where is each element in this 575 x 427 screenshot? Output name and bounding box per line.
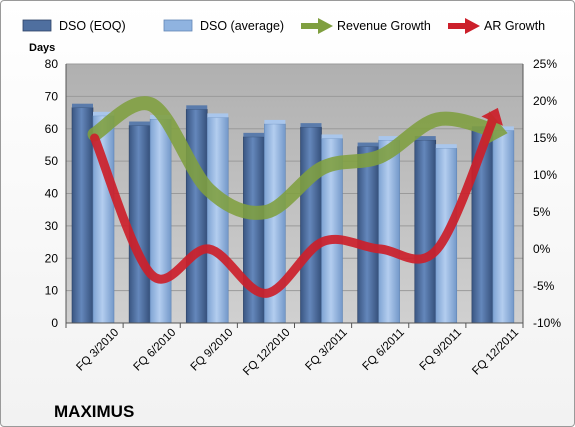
- bar-top-dso-average: [378, 136, 400, 141]
- y2-tick-label: -5%: [533, 279, 555, 293]
- bar-top-dso-average: [435, 144, 457, 149]
- y-tick-label: 70: [45, 89, 59, 103]
- legend-item-dso-average: DSO (average): [163, 19, 284, 33]
- y-tick-label: 80: [45, 57, 59, 71]
- bar-top-dso-average: [207, 113, 229, 118]
- bar-dso-eoq: [414, 139, 437, 324]
- arrowhead-ar-growth: [481, 107, 503, 126]
- x-tick-label: FQ 9/2011: [418, 327, 464, 373]
- y-tick-label: 10: [45, 284, 59, 298]
- bar-top-dso-average: [321, 134, 343, 139]
- legend-label: AR Growth: [484, 19, 545, 33]
- chart-title: MAXIMUS: [54, 402, 134, 421]
- legend-label: Revenue Growth: [337, 19, 431, 33]
- bar-top-dso-eoq: [129, 121, 151, 126]
- bar-dso-eoq: [357, 146, 379, 324]
- bar-dso-average: [492, 130, 515, 324]
- legend-arrow: [318, 18, 333, 34]
- bars: [71, 103, 515, 324]
- y2-tick-label: 10%: [533, 168, 557, 182]
- axes: [65, 64, 524, 328]
- bar-dso-eoq: [300, 126, 322, 324]
- y-tick-label: 20: [45, 251, 59, 265]
- bar-top-dso-eoq: [357, 142, 379, 147]
- bar-top-dso-average: [264, 119, 286, 124]
- y-tick-label: 30: [45, 219, 59, 233]
- x-tick-label: FQ 3/2011: [303, 327, 349, 373]
- legend-arrow: [465, 18, 480, 34]
- series-lines: [87, 96, 508, 298]
- y2-tick-label: 15%: [533, 131, 557, 145]
- bar-top-dso-eoq: [72, 103, 93, 108]
- y-tick-label: 0: [51, 316, 58, 330]
- bar-top-dso-eoq: [414, 136, 436, 141]
- x-tick-label: FQ 6/2011: [361, 327, 407, 373]
- legend-label: DSO (average): [200, 19, 284, 33]
- legend-item-revenue-growth: Revenue Growth: [301, 18, 431, 34]
- y-tick-label: 60: [45, 122, 59, 136]
- bar-dso-eoq: [71, 107, 94, 324]
- y2-tick-label: 20%: [533, 94, 557, 108]
- bar-top-dso-eoq: [243, 132, 265, 137]
- legend-swatch: [163, 19, 193, 32]
- legend-item-dso-eoq: DSO (EOQ): [22, 19, 126, 33]
- y2-tick-label: -10%: [533, 316, 561, 330]
- legend-item-ar-growth: AR Growth: [448, 18, 545, 34]
- bar-top-dso-eoq: [300, 123, 322, 128]
- x-tick-label: FQ 3/2010: [74, 327, 121, 374]
- y2-tick-label: 0%: [533, 242, 551, 256]
- legend-swatch: [22, 19, 52, 32]
- y2-tick-label: 25%: [533, 57, 557, 71]
- bar-top-dso-average: [93, 111, 114, 116]
- bar-dso-average: [378, 139, 400, 324]
- x-tick-label: FQ 12/2010: [241, 327, 292, 378]
- y-axis-label: Days: [29, 42, 55, 54]
- y-tick-label: 50: [45, 154, 59, 168]
- line-revenue-growth: [87, 96, 502, 220]
- y2-tick-label: 5%: [533, 205, 551, 219]
- y-tick-label: 40: [45, 187, 59, 201]
- bar-top-dso-eoq: [186, 105, 208, 110]
- x-tick-label: FQ 9/2010: [189, 327, 236, 374]
- line-ar-growth: [90, 111, 499, 298]
- bar-dso-average: [149, 118, 172, 324]
- x-tick-label: FQ 6/2010: [131, 327, 178, 374]
- legend-label: DSO (EOQ): [59, 19, 126, 33]
- series-ar-growth: [90, 107, 503, 298]
- legend: DSO (EOQ) DSO (average) Revenue Growth AR G…: [22, 18, 545, 34]
- bar-dso-eoq: [185, 109, 208, 324]
- x-tick-label: FQ 12/2011: [470, 327, 521, 378]
- bar-dso-average: [206, 117, 229, 324]
- bar-dso-eoq: [128, 125, 151, 324]
